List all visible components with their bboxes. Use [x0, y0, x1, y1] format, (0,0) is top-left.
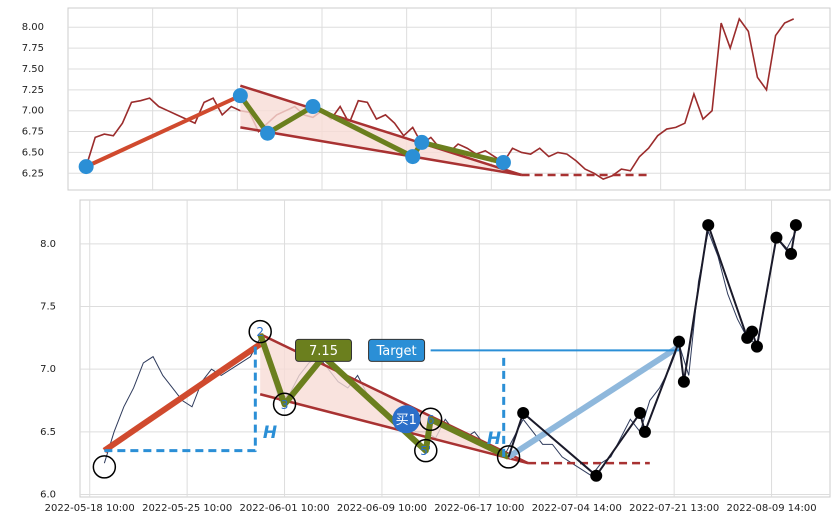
- pivot-point: [590, 469, 603, 482]
- pivot-point: [260, 125, 276, 141]
- y-tick-label: 7.00: [22, 106, 44, 117]
- annotation-text: Target: [375, 344, 416, 359]
- pivot-point: [789, 219, 802, 232]
- y-tick-label: 7.0: [40, 364, 56, 375]
- pivot-point: [785, 247, 798, 260]
- x-tick-label: 2022-05-18 10:00: [45, 503, 135, 514]
- pattern-line: [102, 341, 262, 454]
- x-tick-label: 2022-06-01 10:00: [239, 503, 329, 514]
- x-tick-label: 2022-07-21 13:00: [629, 503, 719, 514]
- wave-ring: [496, 445, 521, 469]
- y-tick-label: 6.0: [40, 489, 56, 500]
- pivot-point: [746, 325, 759, 338]
- pattern-line: [507, 224, 797, 477]
- wave-ring: [272, 392, 297, 417]
- pivot-point: [517, 407, 530, 420]
- x-tick-label: 2022-06-17 10:00: [434, 503, 524, 514]
- x-tick-label: 2022-05-25 10:00: [142, 503, 232, 514]
- pattern-line: [257, 333, 510, 460]
- wave-label: 6: [427, 413, 435, 427]
- y-tick-label: 6.5: [40, 427, 56, 438]
- x-tick-label: 2022-07-04 14:00: [532, 503, 622, 514]
- y-tick-label: 6.25: [22, 168, 44, 179]
- annotation-text: H: [263, 423, 277, 443]
- y-tick-label: 6.50: [22, 147, 44, 158]
- pivot-point: [673, 335, 686, 348]
- pivot-point: [750, 340, 763, 353]
- plot-frame: [79, 199, 831, 498]
- annotation-box: [295, 338, 353, 362]
- pivot-point: [770, 231, 783, 244]
- pivot-point: [702, 219, 715, 232]
- wave-ring: [92, 455, 117, 479]
- pivot-point: [677, 375, 690, 388]
- y-tick-label: 7.25: [22, 85, 44, 96]
- pivot-point: [414, 134, 430, 150]
- pivot-point: [405, 149, 421, 165]
- pattern-line: [104, 344, 257, 453]
- pattern-line: [85, 93, 242, 169]
- annotation-text: 买1: [396, 413, 417, 428]
- pivot-point: [638, 425, 651, 438]
- y-tick-label: 8.00: [22, 22, 44, 33]
- annotation-circle: [392, 405, 421, 434]
- pivot-point: [78, 159, 94, 175]
- y-tick-label: 7.50: [22, 64, 44, 75]
- annotation-text: 7.15: [309, 344, 338, 359]
- pattern-line: [506, 344, 681, 460]
- wave-label: 2: [256, 325, 264, 339]
- y-tick-label: 6.75: [22, 127, 44, 138]
- y-tick-label: 7.75: [22, 43, 44, 54]
- pivot-point: [305, 99, 321, 115]
- pattern-line: [240, 126, 522, 177]
- wave-label: 3: [281, 398, 289, 412]
- wave-label: 5': [420, 444, 431, 458]
- x-tick-label: 2022-08-09 14:00: [726, 503, 816, 514]
- pivot-point: [634, 407, 647, 420]
- annotation-text: H: [487, 429, 501, 449]
- y-tick-label: 7.5: [40, 302, 56, 313]
- y-tick-label: 8.0: [40, 239, 56, 250]
- x-tick-label: 2022-06-09 10:00: [337, 503, 427, 514]
- pivot-point: [232, 88, 248, 104]
- pattern-line: [239, 84, 522, 177]
- wave-ring: [414, 438, 438, 463]
- annotation-box: [368, 338, 426, 362]
- pattern-line: [238, 94, 505, 165]
- wave-ring: [248, 319, 272, 344]
- pivot-point: [495, 154, 511, 170]
- pattern-line: [259, 393, 529, 465]
